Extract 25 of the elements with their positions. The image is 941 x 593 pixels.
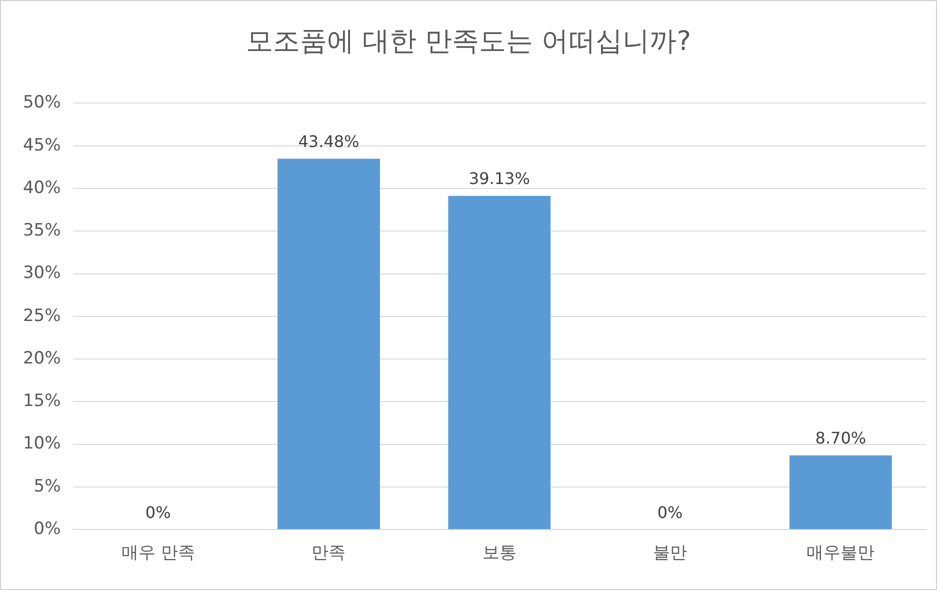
- y-tick-label: 50%: [22, 92, 61, 113]
- y-tick-label: 35%: [22, 220, 61, 241]
- data-label: 39.13%: [468, 169, 530, 188]
- data-label: 0%: [657, 502, 683, 522]
- y-tick-label: 30%: [22, 263, 61, 284]
- bar: [789, 455, 892, 530]
- x-tick-label: 만족: [312, 543, 346, 564]
- data-label: 0%: [145, 502, 171, 522]
- y-tick-label: 20%: [22, 348, 61, 368]
- y-tick-label: 45%: [22, 135, 61, 156]
- x-tick-label: 매우불만: [806, 543, 875, 564]
- data-label: 43.48%: [298, 132, 360, 151]
- y-tick-label: 0%: [34, 519, 61, 540]
- y-tick-label: 15%: [22, 391, 61, 412]
- x-tick-label: 보통: [482, 543, 516, 564]
- data-label: 8.70%: [815, 428, 866, 448]
- chart-title: 모조품에 대한 만족도는 어떠십니까?: [244, 25, 692, 59]
- y-tick-label: 40%: [22, 178, 61, 198]
- x-tick-label: 불만: [653, 543, 688, 564]
- bar: [448, 196, 551, 530]
- bar: [278, 158, 380, 530]
- y-tick-label: 5%: [34, 476, 61, 496]
- y-tick-label: 25%: [22, 306, 61, 326]
- x-tick-label: 매우 만족: [121, 543, 195, 564]
- y-tick-label: 10%: [22, 434, 61, 454]
